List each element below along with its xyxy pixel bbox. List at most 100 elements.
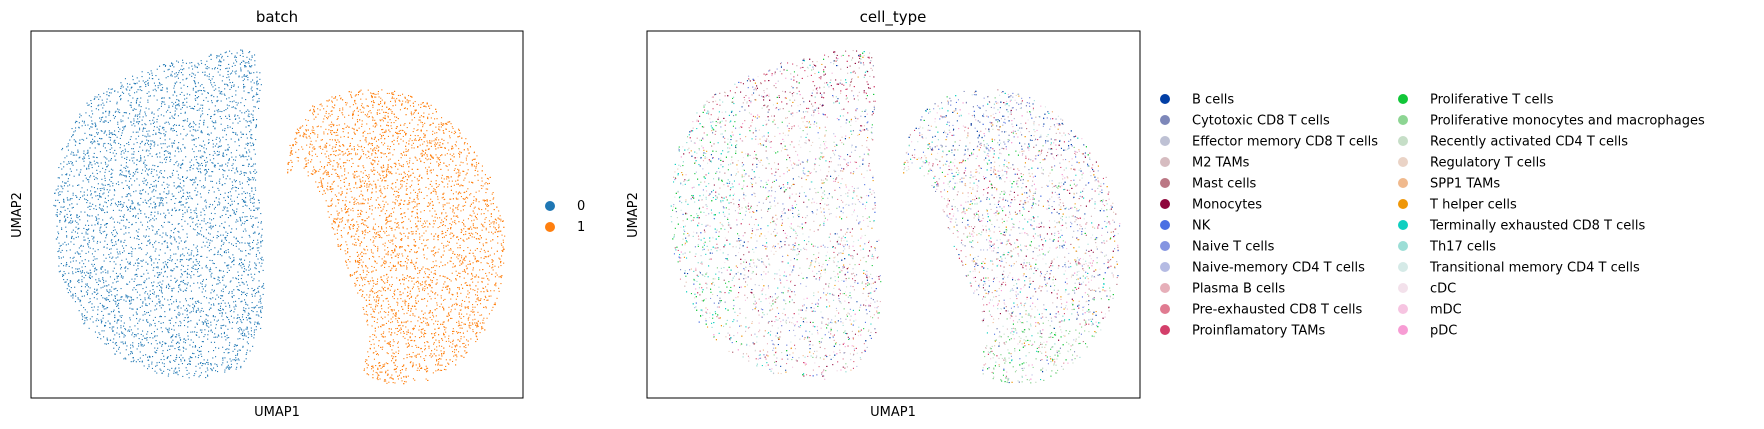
scatter-point xyxy=(183,185,185,187)
scatter-point xyxy=(253,72,255,74)
scatter-point xyxy=(213,277,215,279)
scatter-point xyxy=(151,74,153,76)
scatter-point xyxy=(55,199,57,201)
scatter-point xyxy=(141,189,143,191)
scatter-point xyxy=(135,334,137,336)
scatter-point xyxy=(76,169,78,171)
scatter-point xyxy=(156,295,158,297)
scatter-point xyxy=(222,136,224,138)
scatter-point xyxy=(78,227,80,229)
scatter-point xyxy=(180,289,182,291)
scatter-point xyxy=(84,309,86,311)
scatter-point xyxy=(103,92,105,94)
scatter-point xyxy=(164,240,166,242)
scatter-point xyxy=(238,75,240,77)
scatter-point xyxy=(200,345,202,347)
scatter-point xyxy=(227,125,229,127)
scatter-point xyxy=(257,88,259,90)
scatter-point xyxy=(105,237,107,239)
scatter-point xyxy=(247,142,249,144)
scatter-point xyxy=(163,355,165,357)
scatter-point xyxy=(208,244,210,246)
scatter-point xyxy=(239,327,241,329)
scatter-point xyxy=(87,272,89,274)
scatter-point xyxy=(138,343,140,345)
scatter-point xyxy=(171,172,173,174)
scatter-point xyxy=(140,158,142,160)
scatter-point xyxy=(138,244,140,246)
scatter-point xyxy=(156,272,158,274)
scatter-point xyxy=(194,98,196,100)
scatter-point xyxy=(93,236,95,238)
scatter-point xyxy=(254,321,256,323)
scatter-point xyxy=(211,370,213,372)
scatter-point xyxy=(169,285,171,287)
scatter-point xyxy=(122,205,124,207)
scatter-point xyxy=(94,250,96,252)
scatter-point xyxy=(195,370,197,372)
scatter-point xyxy=(158,298,160,300)
scatter-point xyxy=(176,108,178,110)
scatter-point xyxy=(160,170,162,172)
scatter-point xyxy=(171,259,173,261)
scatter-point xyxy=(88,251,90,253)
scatter-point xyxy=(144,127,146,129)
scatter-point xyxy=(135,289,137,291)
scatter-point xyxy=(102,305,104,307)
scatter-point xyxy=(173,232,175,234)
scatter-point xyxy=(231,106,233,108)
scatter-point xyxy=(215,197,217,199)
scatter-point xyxy=(178,72,180,74)
scatter-point xyxy=(239,54,241,56)
scatter-point xyxy=(192,126,194,128)
scatter-point xyxy=(82,270,84,272)
scatter-point xyxy=(78,279,80,281)
scatter-point xyxy=(204,152,206,154)
scatter-point xyxy=(235,180,237,182)
scatter-point xyxy=(201,283,203,285)
scatter-point xyxy=(69,184,71,186)
scatter-point xyxy=(153,219,155,221)
scatter-point xyxy=(114,278,116,280)
scatter-point xyxy=(124,328,126,330)
scatter-point xyxy=(228,158,230,160)
scatter-point xyxy=(150,70,152,72)
scatter-point xyxy=(121,196,123,198)
scatter-point xyxy=(103,308,105,310)
scatter-point xyxy=(255,179,257,181)
scatter-point xyxy=(137,268,139,270)
scatter-point xyxy=(75,127,77,129)
scatter-point xyxy=(110,311,112,313)
scatter-point xyxy=(142,134,144,136)
scatter-point xyxy=(120,325,122,327)
scatter-point xyxy=(91,253,93,255)
scatter-point xyxy=(129,95,131,97)
scatter-point xyxy=(126,195,128,197)
scatter-point xyxy=(94,98,96,100)
scatter-point xyxy=(194,331,196,333)
scatter-point xyxy=(129,206,131,208)
scatter-point xyxy=(152,356,154,358)
scatter-point xyxy=(204,245,206,247)
scatter-point xyxy=(154,275,156,277)
scatter-point xyxy=(205,165,207,167)
scatter-point xyxy=(187,192,189,194)
scatter-point xyxy=(211,368,213,370)
scatter-point xyxy=(172,345,174,347)
scatter-point xyxy=(129,173,131,175)
scatter-point xyxy=(181,187,183,189)
scatter-point xyxy=(74,231,76,233)
scatter-point xyxy=(83,307,85,309)
scatter-point xyxy=(232,321,234,323)
scatter-point xyxy=(205,314,207,316)
scatter-point xyxy=(243,191,245,193)
scatter-point xyxy=(227,217,229,219)
scatter-point xyxy=(245,335,247,337)
scatter-point xyxy=(131,299,133,301)
scatter-point xyxy=(99,227,101,229)
scatter-point xyxy=(243,265,245,267)
scatter-point xyxy=(228,169,230,171)
scatter-point xyxy=(224,192,226,194)
scatter-point xyxy=(210,80,212,82)
scatter-point xyxy=(144,199,146,201)
